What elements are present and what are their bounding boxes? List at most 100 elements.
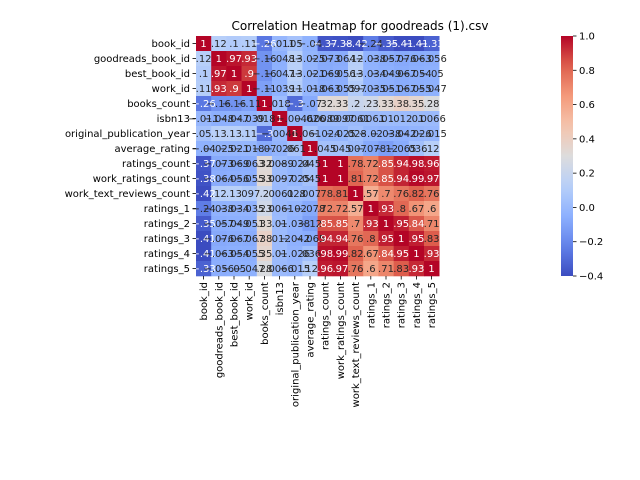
cell-annotation: .93 [241, 54, 257, 65]
cell-annotation: .23 [256, 204, 272, 215]
cell-annotation: .35 [408, 99, 424, 110]
heatmap-cell [287, 156, 303, 172]
cell-annotation: −.35 [191, 219, 215, 230]
heatmap-cell [256, 171, 273, 187]
cell-annotation: −.015 [279, 264, 310, 275]
heatmap-cell [332, 126, 349, 142]
heatmap-cell [196, 246, 212, 262]
y-tick-label: ratings_5 [144, 264, 190, 275]
cell-annotation: −.41 [389, 39, 413, 50]
heatmap-cell [408, 51, 425, 67]
heatmap-cell [393, 261, 410, 277]
heatmap-cell [348, 126, 364, 142]
x-tick-label: ratings_1 [366, 282, 377, 328]
heatmap-cell [226, 246, 242, 262]
heatmap-cell [378, 126, 394, 142]
cell-annotation: 1 [368, 204, 374, 215]
cell-annotation: 1 [231, 69, 237, 80]
cell-annotation: .38 [393, 99, 409, 110]
cell-annotation: −.16 [207, 99, 231, 110]
cell-annotation: .93 [424, 249, 440, 260]
cell-annotation: −.078 [355, 144, 386, 155]
heatmap-cell [272, 51, 288, 67]
cell-annotation: 1 [307, 144, 313, 155]
cell-annotation: .0097 [265, 174, 294, 185]
cell-annotation: −.42 [343, 39, 367, 50]
cell-annotation: .33 [332, 99, 348, 110]
x-tick-label: book_id [199, 282, 210, 321]
heatmap-cell [363, 156, 379, 172]
cell-annotation: .33 [256, 219, 272, 230]
cell-annotation: .13 [211, 129, 227, 140]
heatmap-cell [241, 36, 258, 52]
heatmap-cell [348, 36, 364, 52]
cell-annotation: .85 [378, 174, 394, 185]
y-tick-label: ratings_1 [144, 204, 190, 215]
heatmap-cell [317, 126, 334, 142]
cell-annotation: −.064 [203, 174, 234, 185]
cell-annotation: −.025 [325, 129, 356, 140]
cell-annotation: .99 [332, 249, 348, 260]
cell-annotation: −.3 [255, 129, 273, 140]
cell-annotation: 1 [352, 189, 358, 200]
cell-annotation: .007 [299, 189, 321, 200]
cell-annotation: .85 [378, 159, 394, 170]
cell-annotation: .12 [211, 39, 227, 50]
heatmap-cell [393, 36, 410, 52]
heatmap-cell [196, 36, 212, 52]
heatmap-cell [393, 81, 410, 97]
heatmap-cell [348, 246, 364, 262]
x-tick-label: isbn13 [275, 282, 286, 315]
heatmap-cell [363, 186, 379, 202]
cell-annotation: −.051 [371, 84, 402, 95]
heatmap-cell [408, 126, 425, 142]
cell-annotation: 1 [383, 219, 389, 230]
heatmap-cell [393, 156, 410, 172]
heatmap-cell [302, 66, 318, 82]
cell-annotation: .95 [408, 234, 424, 245]
heatmap-cell [348, 201, 364, 217]
cell-annotation: .2 [351, 99, 361, 110]
x-tick-label: work_text_reviews_count [351, 282, 362, 408]
cell-annotation: −.048 [264, 54, 295, 65]
x-tick-label: best_book_id [230, 282, 241, 347]
cell-annotation: .97 [332, 264, 348, 275]
heatmap-cell [332, 81, 349, 97]
cell-annotation: 1 [261, 99, 267, 110]
y-tick-label: original_publication_year [65, 129, 191, 140]
cell-annotation: .94 [393, 174, 409, 185]
cell-annotation: .028 [344, 129, 366, 140]
cell-annotation: .67 [408, 204, 424, 215]
heatmap-cell [287, 261, 303, 277]
cell-annotation: .71 [424, 219, 440, 230]
heatmap-cell [256, 96, 273, 112]
cell-annotation: .83 [424, 234, 440, 245]
cell-annotation: −.064 [325, 54, 356, 65]
cell-annotation: −.039 [234, 114, 265, 125]
cell-annotation: .012 [268, 234, 290, 245]
heatmap-cell [332, 156, 349, 172]
heatmap-cell [332, 186, 349, 202]
heatmap-cell [378, 81, 394, 97]
y-tick-labels: book_id goodreads_book_id best_book_idwork… [65, 39, 196, 275]
cell-annotation: .85 [317, 219, 333, 230]
cell-annotation: .76 [348, 234, 364, 245]
cell-annotation: −.065 [295, 234, 326, 245]
heatmap-cell [196, 231, 212, 247]
heatmap-cell [241, 51, 258, 67]
cell-annotation: −.0046 [276, 114, 313, 125]
heatmap-cell [241, 216, 258, 232]
cell-annotation: .93 [363, 219, 379, 230]
cell-annotation: .72 [363, 174, 379, 185]
cell-annotation: 1 [246, 84, 252, 95]
cell-annotation: .28 [256, 264, 272, 275]
cell-annotation: .11 [241, 129, 257, 140]
cell-annotation: .018 [268, 99, 290, 110]
heatmap-cell [211, 201, 227, 217]
heatmap-cell [348, 156, 364, 172]
cell-annotation: .061 [299, 129, 321, 140]
heatmap-cell [272, 111, 288, 127]
y-tick-label: work_id [152, 84, 190, 95]
heatmap-cell [424, 96, 440, 112]
cell-annotation: .13 [226, 129, 242, 140]
